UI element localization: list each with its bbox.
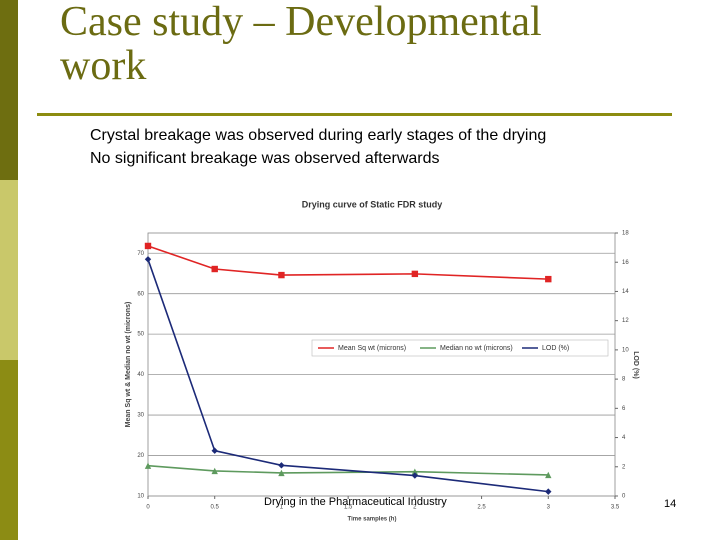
marker — [278, 462, 285, 469]
y-tick-label: 20 — [137, 453, 144, 459]
footer: Drying in the Pharmaceutical Industry — [264, 496, 447, 508]
marker — [144, 242, 152, 250]
y2-tick-label: 2 — [622, 464, 626, 470]
legend-label: Median no wt (microns) — [440, 345, 513, 352]
y2-tick-label: 18 — [622, 231, 629, 237]
x-tick-label: 1 — [280, 505, 284, 511]
strip — [0, 0, 18, 180]
x-tick-label: 0.5 — [211, 505, 220, 511]
bullet: Crystal breakage was observed during ear… — [90, 127, 547, 144]
marker — [211, 265, 218, 273]
marker — [545, 275, 552, 283]
y2-tick-label: 6 — [622, 406, 626, 412]
chart-title: Drying curve of Static FDR study — [302, 199, 443, 209]
y2-tick-label: 16 — [622, 260, 629, 266]
y-tick-label: 60 — [137, 291, 144, 297]
legend-label: LOD (%) — [542, 345, 569, 352]
marker — [545, 471, 552, 479]
marker — [211, 467, 218, 475]
marker — [278, 469, 285, 477]
strip — [0, 180, 18, 360]
plot-area — [147, 232, 616, 497]
y2-tick-label: 14 — [622, 289, 629, 295]
y2-tick-label: 0 — [622, 494, 626, 500]
x-tick-label: 0 — [146, 505, 150, 511]
legend-box — [311, 339, 609, 357]
y-tick-label: 10 — [137, 494, 144, 500]
x-tick-label: 3.5 — [611, 505, 620, 511]
y-tick-label: 70 — [137, 251, 144, 257]
marker — [411, 472, 419, 479]
slide-title: Case study – Developmental work — [60, 0, 542, 89]
y2-tick-label: 12 — [622, 318, 629, 324]
y-axis-label: Mean Sq wt & Median no wt (microns) — [125, 302, 132, 428]
legend-label: Mean Sq wt (microns) — [338, 345, 406, 352]
title-rule — [37, 113, 672, 116]
y-tick-label: 30 — [137, 413, 144, 419]
marker — [278, 271, 285, 279]
marker — [411, 468, 419, 475]
marker — [545, 488, 552, 495]
marker — [411, 270, 419, 278]
y2-tick-label: 8 — [622, 377, 626, 383]
y2-tick-label: 4 — [622, 435, 626, 441]
y-tick-label: 50 — [137, 332, 144, 338]
marker — [144, 256, 152, 263]
x-tick-label: 2 — [413, 505, 417, 511]
marker — [144, 462, 152, 469]
bullet: No significant breakage was observed aft… — [90, 150, 440, 167]
y-tick-label: 40 — [137, 372, 144, 378]
x-tick-label: 3 — [547, 505, 551, 511]
y2-axis-label: LOD (%) — [632, 351, 639, 379]
x-tick-label: 1.5 — [344, 505, 353, 511]
x-tick-label: 2.5 — [477, 505, 486, 511]
strip — [0, 360, 18, 540]
x-axis-label: Time samples (h) — [348, 517, 397, 523]
page-number: 14 — [664, 498, 677, 510]
marker — [211, 447, 218, 454]
y2-tick-label: 10 — [622, 347, 629, 353]
